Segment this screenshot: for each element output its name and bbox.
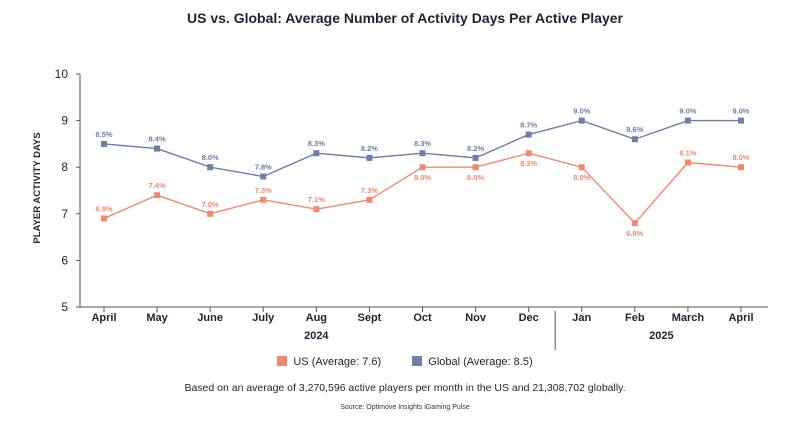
data-point-us (525, 150, 532, 157)
data-label-us: 6.9% (95, 204, 112, 213)
data-label-us: 7.3% (255, 186, 272, 195)
data-label-us: 8.3% (520, 159, 537, 168)
data-label-us: 7.0% (202, 200, 219, 209)
data-label-us: 7.3% (361, 186, 378, 195)
x-tick-label: Jan (572, 312, 591, 324)
data-point-us (419, 164, 426, 171)
source-citation: Source: Optimove Insights iGaming Pulse (340, 404, 470, 411)
data-label-us: 8.0% (467, 173, 484, 182)
x-tick-label: May (146, 312, 168, 324)
data-point-global (631, 136, 638, 143)
x-tick-label: Nov (465, 312, 487, 324)
data-point-us (631, 220, 638, 227)
legend: US (Average: 7.6) Global (Average: 8.5) (0, 356, 810, 368)
data-label-global: 9.0% (573, 107, 590, 116)
x-tick-label: April (728, 312, 753, 324)
axes (79, 74, 768, 308)
y-tick-label: 6 (61, 253, 68, 267)
data-point-us (101, 215, 107, 222)
legend-label-global: Global (Average: 8.5) (428, 356, 533, 369)
data-point-global (419, 150, 426, 157)
data-label-global: 9.0% (679, 107, 696, 116)
y-tick-label: 10 (55, 67, 69, 81)
legend-swatch-us (277, 356, 288, 367)
data-point-global (101, 140, 107, 147)
data-label-global: 9.0% (732, 107, 749, 116)
legend-item-global: Global (Average: 8.5) (412, 356, 533, 369)
x-tick-label: June (197, 312, 223, 324)
data-point-global (207, 164, 214, 171)
legend-label-us: US (Average: 7.6) (293, 356, 382, 369)
data-label-global: 8.6% (626, 125, 643, 134)
y-tick-label: 8 (61, 160, 68, 174)
series-lines (101, 117, 744, 227)
data-label-us: 7.4% (149, 181, 166, 190)
data-point-global (738, 117, 744, 124)
data-point-global (525, 131, 532, 138)
data-point-us (472, 164, 479, 171)
year-label: 2024 (304, 330, 329, 342)
x-tick-label: April (91, 312, 116, 324)
line-chart: 5 6 7 8 9 10 April May June July Aug Sept Oct Nov Dec… (32, 67, 768, 350)
data-point-us (207, 210, 214, 217)
data-labels: 8.5% 8.4% 8.0% 7.8% 8.3% 8.2% 8.3% 8.2% 8.7% 9.0%… (95, 107, 749, 239)
year-label: 2025 (649, 330, 673, 342)
data-label-us: 8.1% (679, 149, 696, 158)
data-point-us (578, 164, 585, 171)
data-point-global (260, 173, 267, 180)
data-label-global: 8.4% (149, 135, 166, 144)
data-point-global (684, 117, 691, 124)
legend-swatch-global (412, 356, 423, 367)
data-point-us (154, 192, 161, 199)
chart-title: US vs. Global: Average Number of Activit… (187, 10, 623, 26)
x-axis-ticks: April May June July Aug Sept Oct Nov Dec Jan Feb Ma… (91, 307, 754, 350)
y-tick-label: 9 (61, 114, 68, 128)
y-tick-label: 7 (61, 207, 68, 221)
data-label-us: 8.0% (732, 153, 749, 162)
data-point-us (684, 159, 691, 166)
x-tick-label: Aug (306, 312, 327, 324)
y-axis-ticks: 5 6 7 8 9 10 (55, 67, 80, 314)
x-tick-label: Sept (357, 312, 381, 324)
x-tick-label: Dec (519, 312, 539, 324)
data-label-global: 8.3% (308, 139, 325, 148)
data-point-global (366, 154, 373, 161)
data-label-us: 7.1% (308, 195, 325, 204)
data-point-global (578, 117, 585, 124)
x-tick-label: Feb (625, 312, 645, 324)
data-label-global: 8.2% (467, 144, 484, 153)
x-tick-label: March (672, 312, 705, 324)
data-point-us (313, 206, 320, 213)
data-point-global (313, 150, 320, 157)
data-point-us (738, 164, 744, 171)
data-label-global: 8.5% (95, 130, 112, 139)
data-label-us: 8.0% (573, 173, 590, 182)
x-tick-label: Oct (413, 312, 432, 324)
data-label-global: 8.2% (361, 144, 378, 153)
data-label-us: 8.0% (414, 173, 431, 182)
data-label-global: 7.8% (255, 163, 272, 172)
footnote: Based on an average of 3,270,596 active … (184, 382, 626, 394)
data-point-global (472, 154, 479, 161)
data-point-global (154, 145, 161, 152)
data-point-us (366, 196, 373, 203)
data-label-global: 8.0% (202, 153, 219, 162)
y-axis-label: PLAYER ACTIVITY DAYS (32, 132, 43, 243)
legend-item-us: US (Average: 7.6) (277, 356, 381, 368)
data-label-global: 8.3% (414, 139, 431, 148)
y-tick-label: 5 (61, 300, 68, 314)
x-tick-label: July (252, 312, 275, 324)
data-point-us (260, 196, 267, 203)
data-label-global: 8.7% (520, 121, 537, 130)
data-label-us: 6.8% (626, 229, 643, 238)
